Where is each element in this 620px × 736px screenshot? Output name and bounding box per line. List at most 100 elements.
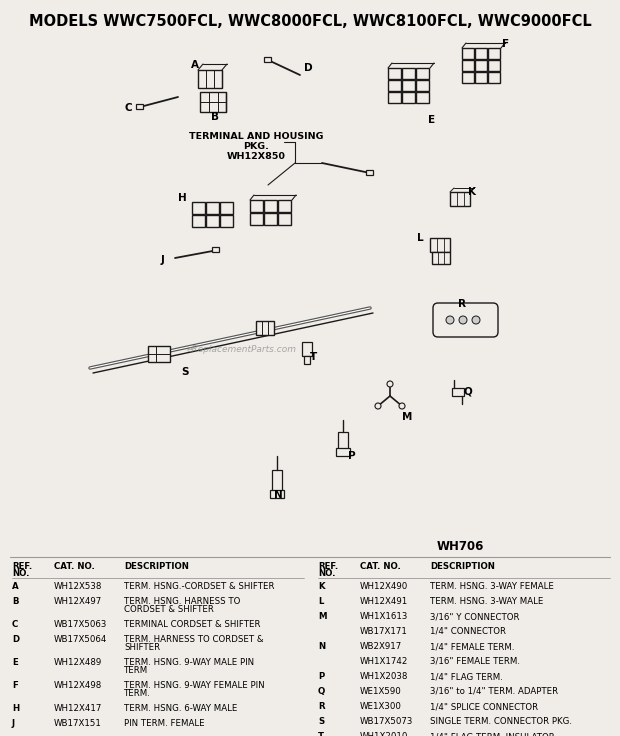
Bar (338, 432, 348, 450)
Text: WH1X1613: WH1X1613 (360, 612, 409, 621)
Text: K: K (468, 187, 476, 197)
Bar (200, 92, 226, 112)
Bar (220, 215, 233, 227)
Bar (366, 170, 373, 175)
Text: WH706: WH706 (436, 539, 484, 553)
Text: WB17X5064: WB17X5064 (54, 635, 107, 644)
Text: P: P (318, 672, 324, 681)
Bar (206, 215, 219, 227)
Text: F: F (502, 39, 510, 49)
Bar (250, 200, 263, 212)
FancyBboxPatch shape (433, 303, 498, 337)
Text: J: J (161, 255, 165, 265)
Bar (220, 202, 233, 214)
Text: T: T (318, 732, 324, 736)
Text: D: D (12, 635, 19, 644)
Bar (452, 388, 464, 396)
Text: DESCRIPTION: DESCRIPTION (124, 562, 189, 571)
Text: TERM.: TERM. (124, 689, 151, 698)
Bar (192, 215, 205, 227)
Text: WH1X2010: WH1X2010 (360, 732, 409, 736)
Bar (304, 356, 310, 364)
Text: H: H (12, 704, 19, 713)
Circle shape (472, 316, 480, 324)
Text: 1/4" CONNECTOR: 1/4" CONNECTOR (430, 627, 506, 636)
Text: TERM: TERM (124, 666, 148, 675)
Text: WB17X151: WB17X151 (54, 719, 102, 728)
Text: T: T (311, 352, 317, 362)
Text: CAT. NO.: CAT. NO. (360, 562, 401, 571)
Bar (402, 92, 415, 103)
Text: TERM. HSNG. 6-WAY MALE: TERM. HSNG. 6-WAY MALE (124, 704, 237, 713)
Text: R: R (458, 299, 466, 309)
Text: R: R (318, 702, 325, 711)
Text: P: P (348, 451, 356, 461)
Bar (148, 346, 170, 362)
Text: 1/4" SPLICE CONNECTOR: 1/4" SPLICE CONNECTOR (430, 702, 538, 711)
Text: D: D (304, 63, 312, 73)
Text: S: S (181, 367, 188, 377)
Bar (336, 448, 350, 456)
Bar (264, 57, 271, 62)
Bar (488, 72, 500, 83)
Text: WE1X300: WE1X300 (360, 702, 402, 711)
Text: N: N (273, 490, 282, 500)
Bar (416, 80, 429, 91)
Bar (278, 200, 291, 212)
Text: CAT. NO.: CAT. NO. (54, 562, 95, 571)
Text: WB2X917: WB2X917 (360, 642, 402, 651)
Text: L: L (318, 597, 324, 606)
Text: WB17X5073: WB17X5073 (360, 717, 414, 726)
Bar (462, 60, 474, 71)
Text: WH12X498: WH12X498 (54, 681, 102, 690)
Text: K: K (318, 582, 325, 591)
Text: TERM. HSNG. 9-WAY FEMALE PIN: TERM. HSNG. 9-WAY FEMALE PIN (124, 681, 265, 690)
Text: TERM. HSNG. 9-WAY MALE PIN: TERM. HSNG. 9-WAY MALE PIN (124, 658, 254, 667)
Bar (430, 238, 450, 252)
Circle shape (387, 381, 393, 387)
Text: PKG.: PKG. (243, 142, 269, 151)
Text: MODELS WWC7500FCL, WWC8000FCL, WWC8100FCL, WWC9000FCL: MODELS WWC7500FCL, WWC8000FCL, WWC8100FC… (29, 14, 591, 29)
Text: WB17X5063: WB17X5063 (54, 620, 107, 629)
Text: A: A (12, 582, 19, 591)
Bar (475, 60, 487, 71)
Text: E: E (12, 658, 18, 667)
Bar (488, 60, 500, 71)
Text: WH12X850: WH12X850 (226, 152, 285, 161)
Text: L: L (417, 233, 423, 243)
Text: WH1X2038: WH1X2038 (360, 672, 409, 681)
Text: B: B (12, 597, 19, 606)
Text: TERM. HARNESS TO CORDSET &: TERM. HARNESS TO CORDSET & (124, 635, 264, 644)
Text: 1/4" FEMALE TERM.: 1/4" FEMALE TERM. (430, 642, 515, 651)
Text: N: N (318, 642, 325, 651)
Text: WB17X171: WB17X171 (360, 627, 408, 636)
Circle shape (459, 316, 467, 324)
Text: J: J (12, 719, 15, 728)
Text: TERM. HSNG. HARNESS TO: TERM. HSNG. HARNESS TO (124, 597, 241, 606)
Bar (462, 72, 474, 83)
Bar (475, 48, 487, 59)
Text: 1/4" FLAG TERM. INSULATOR: 1/4" FLAG TERM. INSULATOR (430, 732, 555, 736)
Bar (264, 213, 277, 225)
Text: CORDSET & SHIFTER: CORDSET & SHIFTER (124, 605, 214, 614)
Text: WH12X538: WH12X538 (54, 582, 102, 591)
Text: B: B (211, 112, 219, 122)
Bar (432, 252, 450, 264)
Text: REF.: REF. (318, 562, 339, 571)
Bar (302, 342, 312, 356)
Text: S: S (318, 717, 324, 726)
Text: SHIFTER: SHIFTER (124, 643, 160, 652)
Bar (206, 202, 219, 214)
Bar (250, 213, 263, 225)
Text: TERMINAL AND HOUSING: TERMINAL AND HOUSING (188, 132, 323, 141)
Text: F: F (12, 681, 18, 690)
Text: NO.: NO. (318, 569, 335, 578)
Text: 1/4" FLAG TERM.: 1/4" FLAG TERM. (430, 672, 503, 681)
Bar (192, 202, 205, 214)
Text: REF.: REF. (12, 562, 32, 571)
Bar (488, 48, 500, 59)
Bar (462, 48, 474, 59)
Bar (402, 80, 415, 91)
Text: WH1X1742: WH1X1742 (360, 657, 409, 666)
Text: TERM. HSNG. 3-WAY FEMALE: TERM. HSNG. 3-WAY FEMALE (430, 582, 554, 591)
